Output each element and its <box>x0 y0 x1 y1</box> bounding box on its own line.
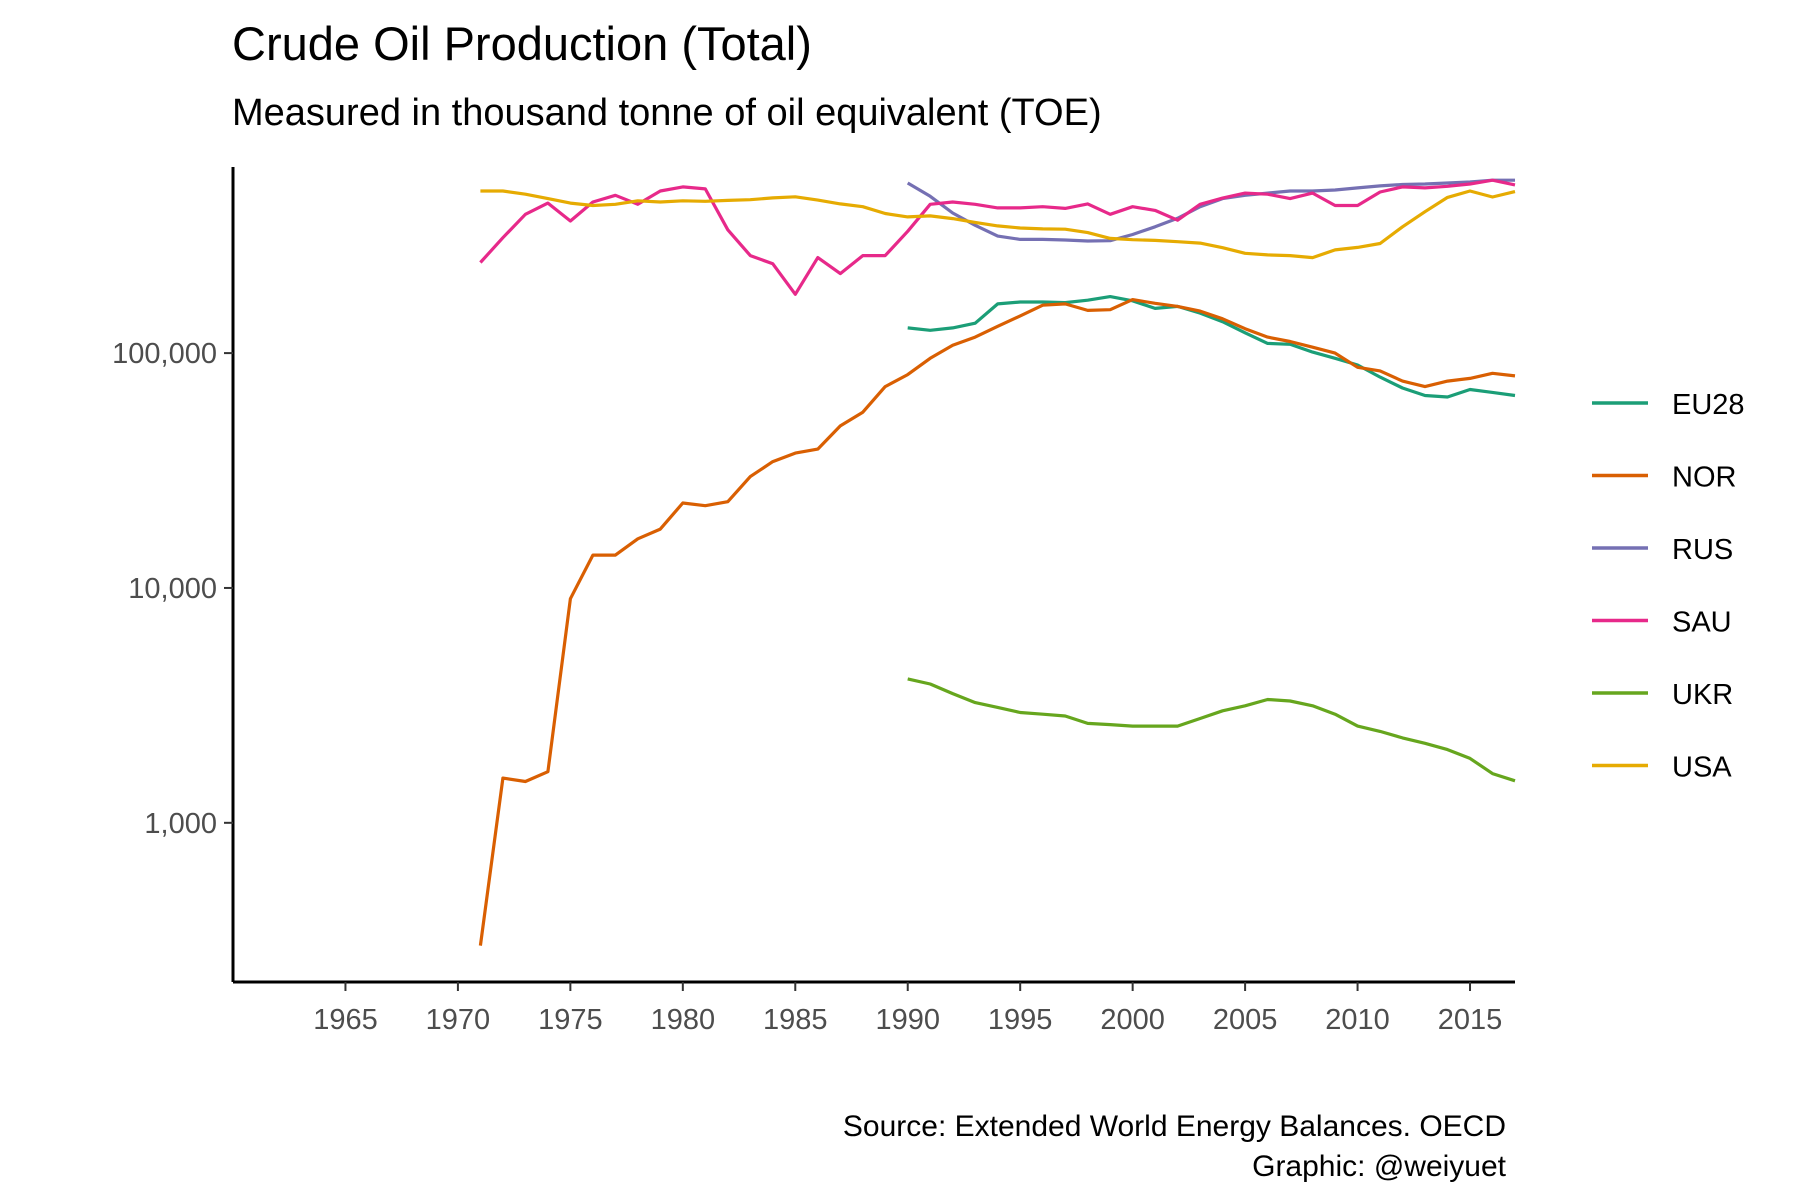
caption: Source: Extended World Energy Balances. … <box>843 1107 1506 1187</box>
axes <box>231 167 1515 984</box>
legend-label-usa: USA <box>1672 752 1732 784</box>
chart-title: Crude Oil Production (Total) <box>232 17 812 70</box>
series-line-nor <box>478 298 1516 946</box>
x-tick-label: 2010 <box>1325 1004 1390 1036</box>
x-ticks: 1965 1970 1975 1980 1985 1990 1995 2000 2005 2010… <box>313 982 1502 1036</box>
plot-lines <box>478 178 1516 946</box>
x-tick-label: 2015 <box>1438 1004 1503 1036</box>
x-tick-label: 2000 <box>1100 1004 1165 1036</box>
chart-subtitle: Measured in thousand tonne of oil equiva… <box>232 92 1102 134</box>
y-tick-label: 1,000 <box>144 808 217 840</box>
x-tick-label: 2005 <box>1213 1004 1278 1036</box>
legend: EU28 NOR RUS SAU UKR USA <box>1592 389 1745 784</box>
x-tick-label: 1975 <box>538 1004 603 1036</box>
caption-source: Source: Extended World Energy Balances. … <box>842 1110 1506 1143</box>
legend-label-ukr: UKR <box>1672 679 1733 711</box>
y-tick-label: 10,000 <box>128 573 217 605</box>
x-tick-label: 1980 <box>651 1004 716 1036</box>
y-tick-label: 100,000 <box>112 338 217 370</box>
caption-credit: Graphic: @weiyuet <box>1252 1150 1506 1183</box>
series-line-eu28 <box>907 295 1516 399</box>
x-tick-label: 1985 <box>763 1004 828 1036</box>
series-line-ukr <box>907 677 1516 783</box>
legend-label-sau: SAU <box>1672 607 1732 639</box>
x-tick-label: 1995 <box>988 1004 1053 1036</box>
y-ticks: 1,000 10,000 100,000 <box>112 338 233 840</box>
legend-label-rus: RUS <box>1672 534 1733 566</box>
legend-label-nor: NOR <box>1672 462 1736 494</box>
series-line-usa <box>480 189 1516 260</box>
series-line-sau <box>479 178 1516 296</box>
legend-label-eu28: EU28 <box>1672 389 1745 421</box>
x-tick-label: 1970 <box>426 1004 491 1036</box>
x-tick-label: 1990 <box>875 1004 940 1036</box>
x-tick-label: 1965 <box>313 1004 378 1036</box>
